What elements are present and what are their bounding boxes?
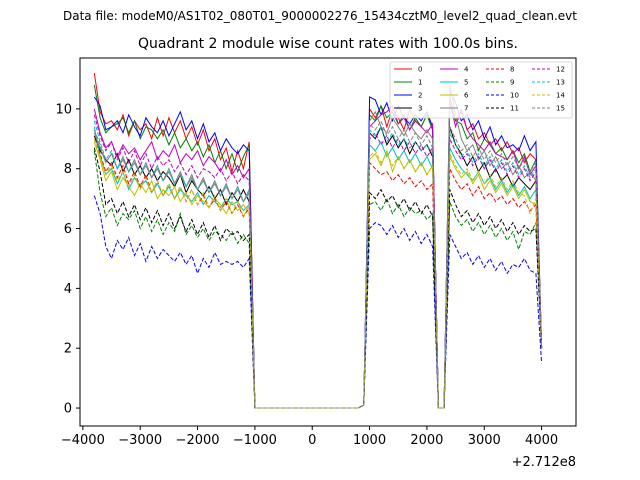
chart-title: Quadrant 2 module wise count rates with …: [138, 36, 518, 52]
legend-frame: [389, 61, 573, 119]
series-line-11: [93, 147, 543, 409]
x-tick-label: −2000: [176, 433, 220, 448]
legend-label-2: 2: [418, 92, 422, 100]
legend-label-15: 15: [556, 105, 565, 113]
legend-label-5: 5: [464, 79, 468, 87]
x-tick-label: 1000: [353, 433, 386, 448]
x-tick-label: −1000: [233, 433, 277, 448]
legend-label-8: 8: [510, 66, 514, 74]
data-file-header: Data file: modeM0/AS1T02_080T01_90000022…: [63, 9, 577, 23]
legend-label-6: 6: [464, 92, 469, 100]
plot-lines: [93, 72, 543, 409]
x-tick-label: 2000: [410, 433, 443, 448]
x-tick-label: −4000: [61, 433, 105, 448]
plot-frame: [79, 57, 577, 427]
legend-label-3: 3: [418, 105, 422, 113]
x-axis: −4000 −3000 −2000 −1000 0 1000 2000 3000 4000: [61, 426, 558, 448]
y-tick-label: 8: [64, 162, 72, 177]
x-offset-label: +2.712e8: [512, 455, 576, 470]
legend-label-9: 9: [510, 79, 514, 87]
y-tick-label: 10: [55, 102, 72, 117]
x-tick-label: −3000: [118, 433, 162, 448]
x-tick-label: 3000: [468, 433, 501, 448]
y-tick-label: 6: [64, 222, 72, 237]
legend-label-10: 10: [510, 92, 519, 100]
legend-label-11: 11: [510, 105, 519, 113]
legend-label-4: 4: [464, 66, 469, 74]
series-line-10: [93, 195, 543, 409]
y-tick-label: 2: [64, 342, 72, 357]
y-tick-label: 4: [64, 282, 72, 297]
x-tick-label: 0: [308, 433, 316, 448]
series-line-9: [93, 150, 543, 409]
x-tick-label: 4000: [525, 433, 558, 448]
legend-label-1: 1: [418, 79, 422, 87]
legend-label-12: 12: [556, 66, 565, 74]
legend-label-7: 7: [464, 105, 468, 113]
y-tick-label: 0: [64, 402, 72, 417]
y-axis: 0 2 4 6 8 10: [55, 102, 80, 417]
series-line-15: [93, 119, 543, 409]
legend-label-13: 13: [556, 79, 565, 87]
legend-label-14: 14: [556, 92, 565, 100]
legend-label-0: 0: [418, 66, 422, 74]
